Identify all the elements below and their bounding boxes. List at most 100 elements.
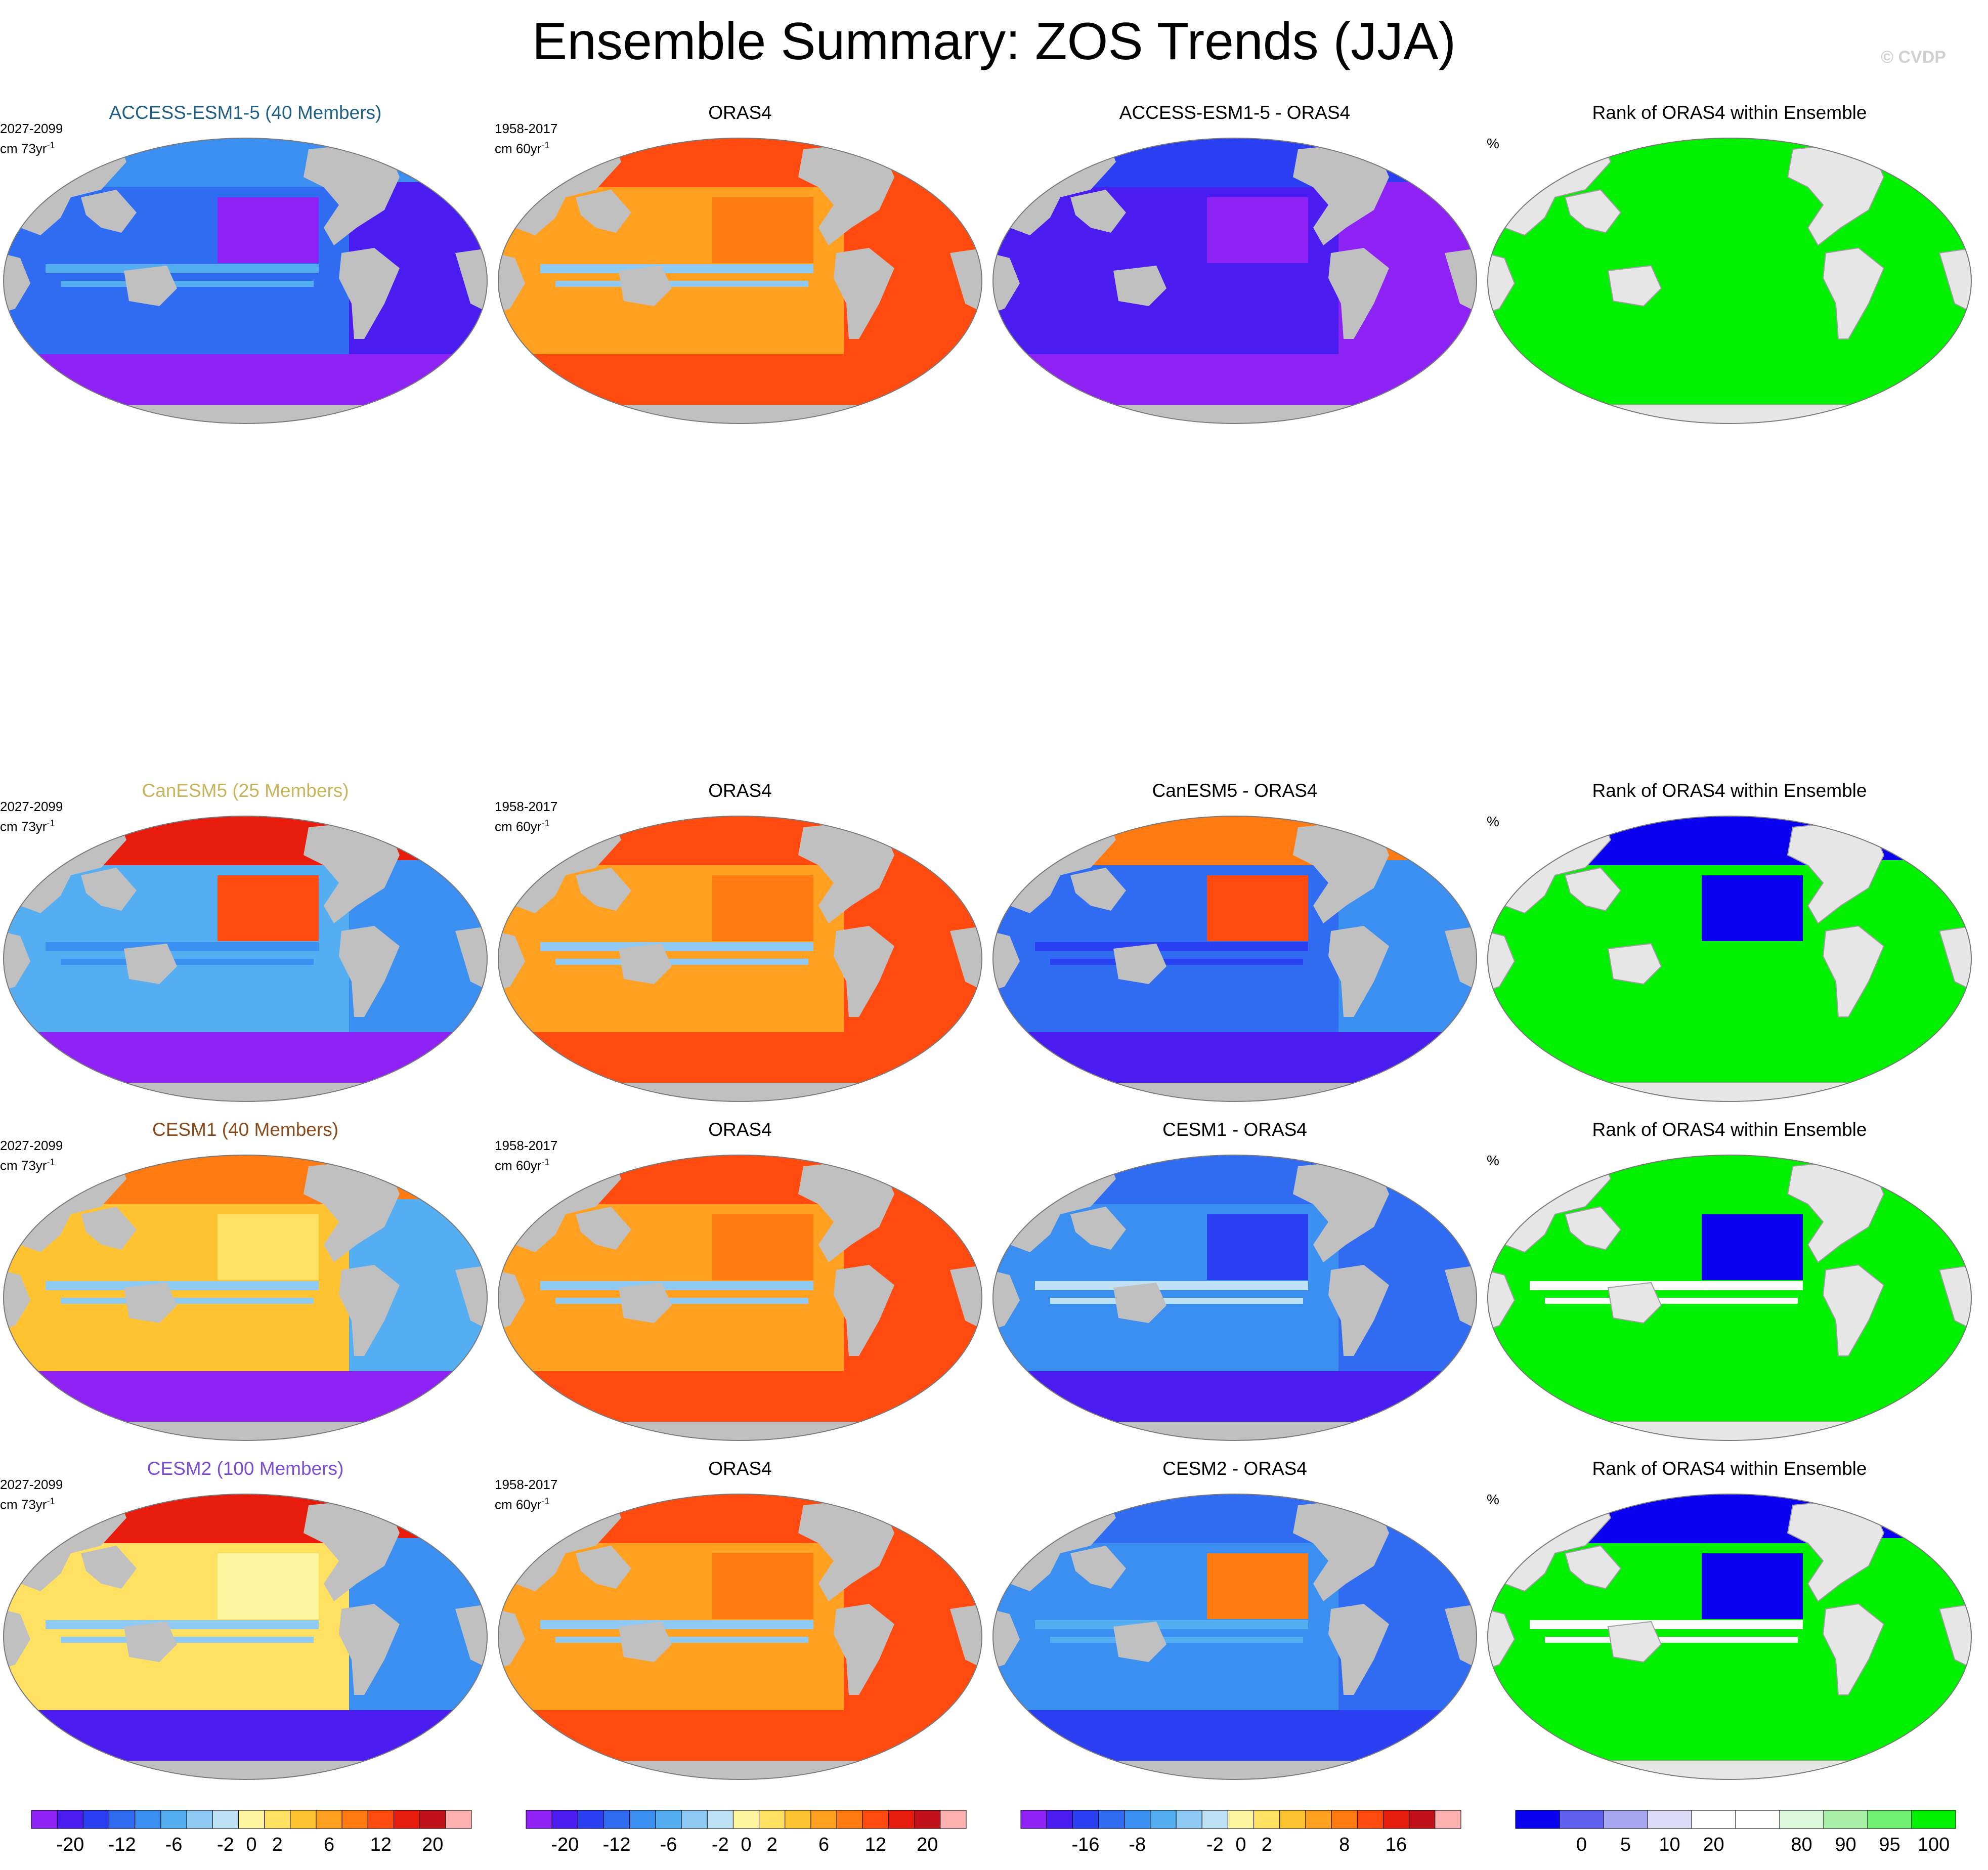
colorbar-swatch xyxy=(1735,1810,1780,1829)
landmass xyxy=(1070,1207,1126,1250)
map-outline xyxy=(498,1155,982,1441)
panel-period: 2027-2099 xyxy=(0,799,63,814)
colorbar-swatch xyxy=(629,1810,656,1829)
panel-title: CESM2 - ORAS4 xyxy=(1162,1458,1307,1479)
landmass xyxy=(124,266,177,306)
panel-period-units: 1958-2017 cm 60yr-1 xyxy=(495,120,557,157)
panel-units-text: cm 73yr xyxy=(0,1497,47,1512)
colorbar-swatch xyxy=(1227,1810,1255,1829)
landmass xyxy=(1560,1082,1899,1101)
tropical-stripe xyxy=(540,942,813,951)
landmass xyxy=(1328,248,1389,339)
colorbar-swatch xyxy=(1254,1810,1280,1829)
colorbar-tick-label: -2 xyxy=(1206,1834,1224,1855)
landmass xyxy=(834,1265,894,1356)
tropical-stripe xyxy=(540,1620,813,1629)
panel-title: ORAS4 xyxy=(708,102,772,123)
landmass xyxy=(1065,405,1404,423)
colorbar-swatch xyxy=(290,1810,317,1829)
colorbar-tick-label: 100 xyxy=(1918,1834,1950,1855)
landmass xyxy=(1113,1283,1166,1323)
panel-units: cm 60yr-1 xyxy=(495,137,557,157)
tropical-stripe xyxy=(46,942,319,951)
landmass xyxy=(1564,867,1622,912)
panel-title: ORAS4 xyxy=(708,1458,772,1479)
colorbar-tick-label: 0 xyxy=(1235,1834,1246,1855)
landmass xyxy=(1328,926,1389,1017)
landmass xyxy=(834,926,894,1017)
colorbar-swatch xyxy=(1305,1810,1332,1829)
colorbar-swatch xyxy=(836,1810,863,1829)
landmass xyxy=(798,820,894,923)
landmass xyxy=(1328,1604,1389,1695)
panel-units-text: cm 60yr xyxy=(495,141,542,156)
north-band xyxy=(993,1494,1477,1543)
map-outline xyxy=(498,816,982,1102)
landmass xyxy=(571,1761,910,1779)
panel-period-units: 2027-2099 cm 73yr-1 xyxy=(0,120,63,157)
landmass xyxy=(1488,1269,1516,1332)
colorbar-swatch xyxy=(940,1810,967,1829)
landmass xyxy=(1445,926,1477,992)
tropical-stripe xyxy=(1050,1298,1303,1304)
landmass xyxy=(1293,1498,1389,1601)
units-exponent: -1 xyxy=(541,1157,550,1167)
panel-title: ORAS4 xyxy=(708,1119,772,1140)
panel-period-units: 1958-2017 cm 60yr-1 xyxy=(495,1476,557,1513)
map-svg xyxy=(992,1494,1477,1780)
map-field xyxy=(498,138,982,423)
landmass xyxy=(1938,247,1971,315)
colorbar-swatch xyxy=(1823,1810,1868,1829)
landmass xyxy=(1293,142,1389,245)
map-outline xyxy=(1487,1155,1972,1441)
landmass xyxy=(1070,868,1126,911)
colorbar-svg: -16 -8 -2 0 2 8 16 xyxy=(1020,1810,1461,1855)
map-panel-obs: ORAS4 1958-2017 cm 60yr-1 xyxy=(495,101,985,425)
landmass xyxy=(1113,944,1166,984)
landmass xyxy=(576,190,631,233)
landmass xyxy=(1564,1206,1622,1251)
colorbar-swatch xyxy=(1124,1810,1151,1829)
landmass xyxy=(339,926,400,1017)
east-pacific-field xyxy=(712,1214,813,1280)
colorbar-swatch xyxy=(707,1810,733,1829)
landmass xyxy=(81,190,137,233)
colorbar-swatch xyxy=(888,1810,915,1829)
landmass xyxy=(1938,1264,1971,1332)
tropical-stripe xyxy=(1050,1637,1303,1643)
colorbar-tick-label: 2 xyxy=(1262,1834,1272,1855)
panel-units: cm 60yr-1 xyxy=(495,1493,557,1513)
colorbar-swatch xyxy=(1435,1810,1461,1829)
map-panel-rank: Rank of ORAS4 within Ensemble% xyxy=(1484,1118,1975,1442)
watermark: © CVDP xyxy=(1881,48,1946,67)
panel-period-units: 2027-2099 cm 73yr-1 xyxy=(0,1137,63,1174)
colorbar-swatch xyxy=(1331,1810,1358,1829)
panel-period: 2027-2099 xyxy=(0,1138,63,1153)
panel-title: CESM1 (40 Members) xyxy=(152,1119,339,1140)
panel-unit: % xyxy=(1487,1492,1499,1507)
colorbar-tick-label: 6 xyxy=(324,1834,334,1855)
map-outline xyxy=(3,138,488,424)
colorbar: -16 -8 -2 0 2 8 16 xyxy=(1020,1810,1466,1861)
landmass xyxy=(1113,266,1166,306)
east-pacific-field xyxy=(218,197,319,263)
tropical-stripe xyxy=(1035,264,1308,273)
colorbar-swatch xyxy=(186,1810,213,1829)
tropical-stripe xyxy=(1035,1281,1308,1290)
colorbar-swatch xyxy=(785,1810,811,1829)
colorbar-tick-label: 6 xyxy=(818,1834,829,1855)
map-outline xyxy=(1487,138,1972,424)
east-pacific-field xyxy=(1702,1553,1803,1619)
colorbar-swatch xyxy=(82,1810,110,1829)
colorbar-swatch xyxy=(31,1810,58,1829)
landmass xyxy=(124,1622,177,1662)
colorbar-tick-label: -2 xyxy=(217,1834,234,1855)
colorbar-swatch xyxy=(1409,1810,1436,1829)
colorbar-swatch xyxy=(1515,1810,1560,1829)
landmass xyxy=(1328,1265,1389,1356)
tropical-stripe xyxy=(1545,1637,1798,1643)
landmass xyxy=(1293,820,1389,923)
colorbar-swatch xyxy=(1072,1810,1099,1829)
colorbar-tick-label: 20 xyxy=(422,1834,443,1855)
landmass xyxy=(1293,1159,1389,1262)
